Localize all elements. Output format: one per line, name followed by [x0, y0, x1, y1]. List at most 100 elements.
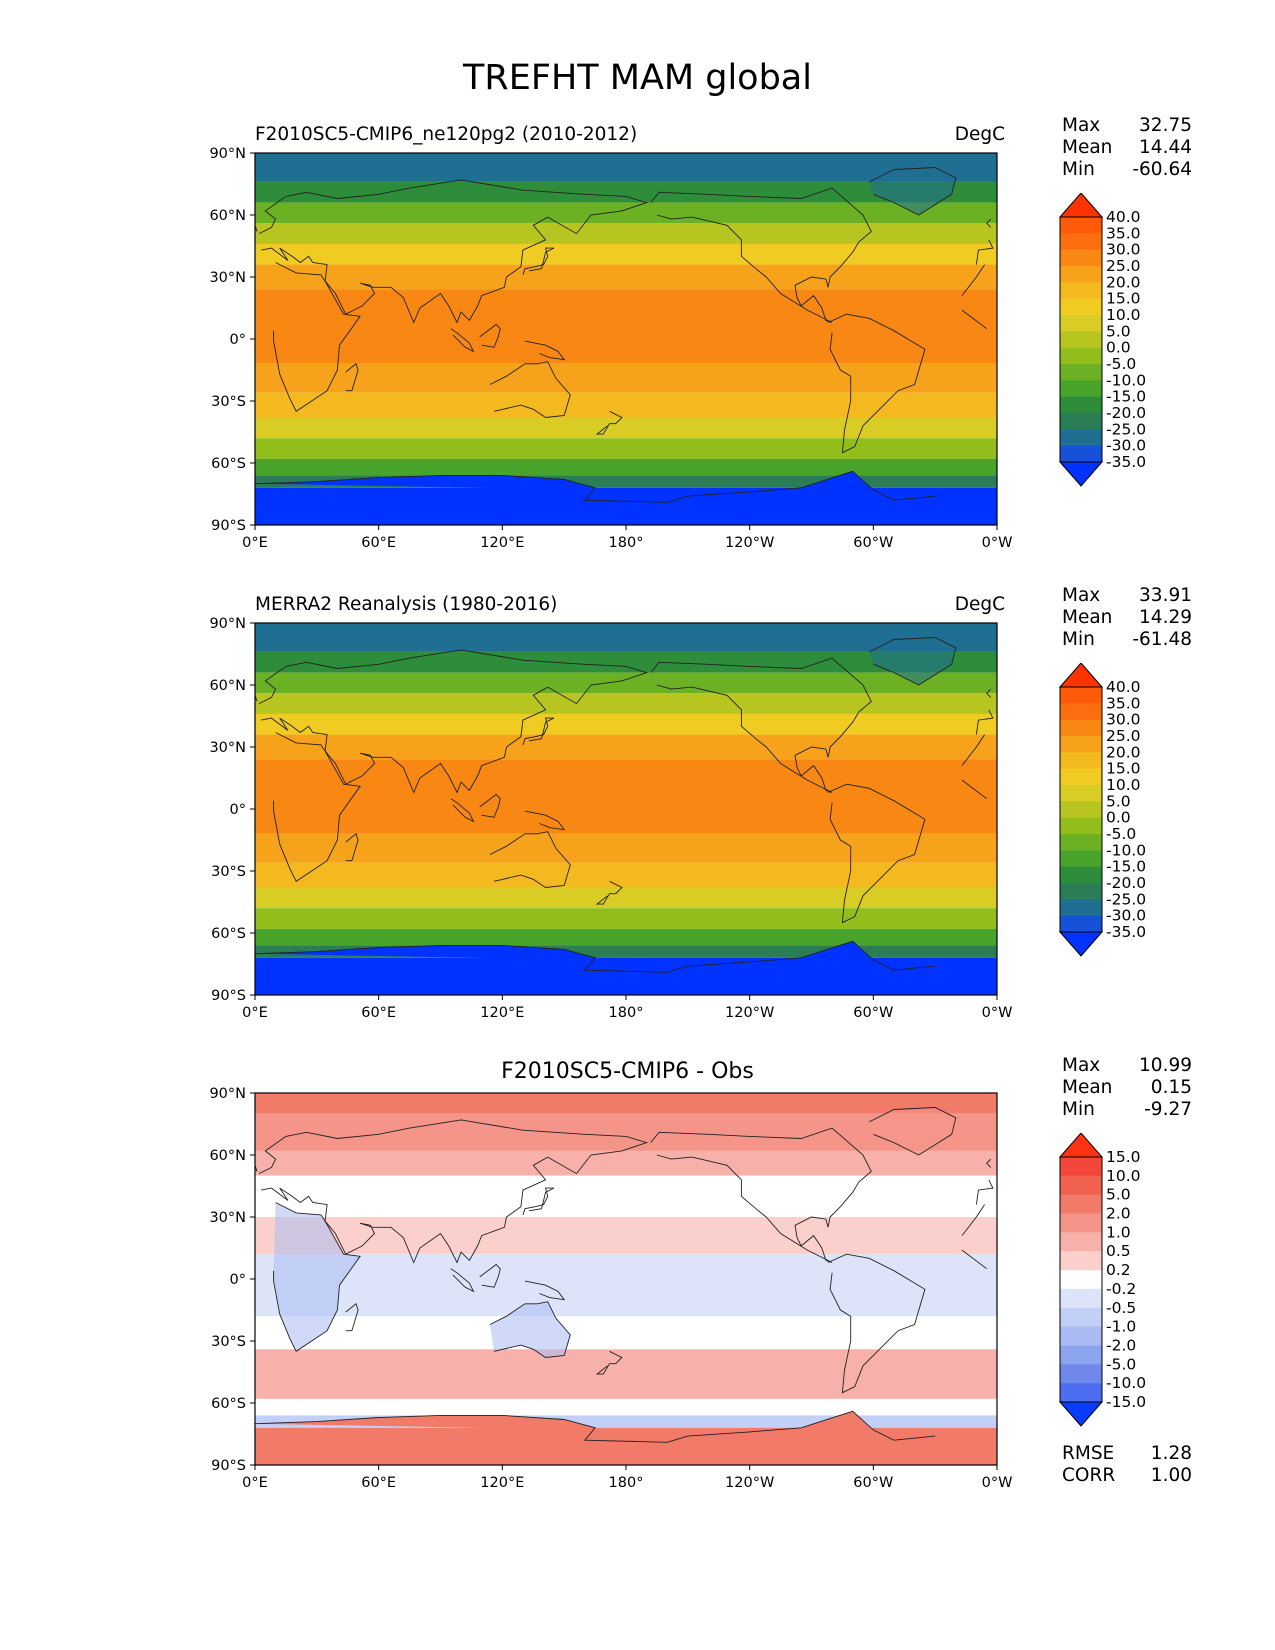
- lon-tick-label: 0°E: [242, 1475, 268, 1491]
- coastline-sumatra: [450, 328, 475, 353]
- coastline-greenland: [868, 167, 957, 216]
- colorbar-segment: [1060, 1194, 1102, 1215]
- coastline-madagascar: [345, 833, 359, 862]
- coastline-new-guinea: [524, 340, 566, 361]
- colorbar-segment: [1060, 703, 1102, 721]
- contour-band: [255, 1254, 997, 1317]
- colorbar-tick-label: -35.0: [1106, 923, 1146, 941]
- panel-title: F2010SC5-CMIP6 - Obs: [501, 1059, 754, 1084]
- lat-tick-label: 30°S: [211, 1334, 246, 1350]
- contour-band: [255, 672, 997, 694]
- colorbar-segment: [1060, 380, 1102, 398]
- stat-mean-label: Mean: [1062, 607, 1113, 628]
- colorbar-tick-label: 35.0: [1106, 224, 1141, 242]
- colorbar-tick-label: -15.0: [1106, 388, 1146, 406]
- colorbar-extend-min: [1058, 931, 1104, 957]
- colorbar-segment: [1060, 768, 1102, 786]
- coastline-new-zealand: [595, 410, 623, 435]
- coastline-australia: [489, 361, 571, 418]
- lon-tick-label: 0°W: [982, 535, 1013, 551]
- colorbar-tick-label: 30.0: [1106, 711, 1141, 729]
- contour-band: [255, 651, 997, 673]
- colorbar-extend-max: [1058, 193, 1104, 218]
- coastlines: [254, 1107, 994, 1443]
- panel-title: MERRA2 Reanalysis (1980-2016): [255, 594, 558, 615]
- lon-tick-label: 180°: [609, 535, 644, 551]
- stat-mean-label: Mean: [1062, 1077, 1113, 1098]
- contour-band: [255, 713, 997, 735]
- colorbar-tick-label: 10.0: [1106, 776, 1141, 794]
- colorbar-segment: [1060, 1307, 1102, 1328]
- lat-tick-label: 30°N: [209, 740, 246, 756]
- colorbar-tick-label: 15.0: [1106, 1148, 1141, 1166]
- contour-band: [255, 243, 997, 265]
- colorbar-tick-label: 30.0: [1106, 241, 1141, 259]
- contour-band: [255, 693, 997, 714]
- lat-tick-label: 90°S: [211, 1458, 246, 1474]
- colorbar-extend-max: [1058, 663, 1104, 688]
- colorbar-tick-label: -5.0: [1106, 1355, 1136, 1373]
- colorbar-extend-min: [1058, 1401, 1104, 1427]
- stat-mean-value: 14.44: [1139, 137, 1192, 158]
- lat-tick-label: 60°N: [209, 1148, 246, 1164]
- lat-tick-label: 90°N: [209, 616, 246, 632]
- colorbar-segment: [1060, 1326, 1102, 1346]
- coastline-europe-asia: [258, 649, 994, 794]
- contour-band: [255, 1349, 997, 1399]
- colorbar-tick-label: 40.0: [1106, 208, 1141, 226]
- lon-tick-label: 60°W: [853, 1475, 893, 1491]
- colorbar-segment: [1060, 429, 1102, 447]
- stat-max-label: Max: [1062, 585, 1101, 606]
- contour-band: [255, 202, 997, 224]
- lat-tick-label: 60°N: [209, 208, 246, 224]
- colorbar-tick-label: -5.0: [1106, 355, 1136, 373]
- coastline-madagascar: [345, 1303, 359, 1332]
- map-plot: 90°N 60°N 30°N 0° 30°S 60°S 90°S0°E 60°E 120°E 18…: [209, 146, 1013, 551]
- lon-tick-label: 120°E: [480, 535, 524, 551]
- stat-max-value: 10.99: [1139, 1055, 1192, 1076]
- coastline-australia: [489, 1301, 571, 1358]
- coastline-australia: [489, 831, 571, 888]
- coastline-japan: [522, 1187, 555, 1216]
- stats-box: Max 33.91 Mean 14.29 Min -61.48: [1062, 585, 1192, 651]
- colorbar-segment: [1060, 1251, 1102, 1271]
- corr-label: CORR: [1062, 1465, 1116, 1486]
- lon-tick-label: 0°W: [982, 1005, 1013, 1021]
- colorbar-segment: [1060, 249, 1102, 267]
- panel-title: F2010SC5-CMIP6_ne120pg2 (2010-2012): [255, 124, 638, 145]
- contour-band: [255, 458, 997, 476]
- coastline-north-america: [650, 657, 872, 793]
- coastline-greenland: [868, 637, 957, 686]
- coastline-africa: [273, 262, 987, 412]
- colorbar-segment: [1060, 801, 1102, 819]
- colorbar-tick-label: -20.0: [1106, 404, 1146, 422]
- colorbar-tick-label: -5.0: [1106, 825, 1136, 843]
- contour-band: [255, 1175, 997, 1217]
- colorbar-tick-label: 25.0: [1106, 257, 1141, 275]
- map-plot: 90°N 60°N 30°N 0° 30°S 60°S 90°S0°E 60°E 120°E 18…: [209, 616, 1013, 1021]
- coastline-madagascar: [345, 363, 359, 392]
- colorbar-segment: [1060, 687, 1102, 704]
- panel-model: F2010SC5-CMIP6_ne120pg2 (2010-2012) DegC…: [0, 115, 1275, 585]
- stat-min-label: Min: [1062, 159, 1095, 180]
- colorbar-tick-label: -25.0: [1106, 890, 1146, 908]
- colorbar-segment: [1060, 883, 1102, 900]
- stat-min-label: Min: [1062, 629, 1095, 650]
- map-field: [255, 153, 997, 525]
- stat-min-value: -61.48: [1132, 629, 1192, 650]
- lat-tick-label: 0°: [230, 1272, 246, 1288]
- colorbar-segment: [1060, 1213, 1102, 1233]
- rmse-label: RMSE: [1062, 1443, 1115, 1464]
- coastline-south-america: [827, 783, 926, 924]
- coastline-borneo: [479, 793, 501, 818]
- colorbar-tick-label: -35.0: [1106, 453, 1146, 471]
- contour-band: [255, 928, 997, 946]
- lat-tick-label: 90°N: [209, 146, 246, 162]
- colorbar-segment: [1060, 1364, 1102, 1384]
- colorbar-segment: [1060, 899, 1102, 917]
- lat-tick-label: 30°S: [211, 864, 246, 880]
- colorbar-tick-label: 0.0: [1106, 339, 1131, 357]
- colorbar-tick-label: 0.5: [1106, 1242, 1131, 1260]
- colorbar-tick-label: 5.0: [1106, 322, 1131, 340]
- contour-band: [255, 862, 997, 888]
